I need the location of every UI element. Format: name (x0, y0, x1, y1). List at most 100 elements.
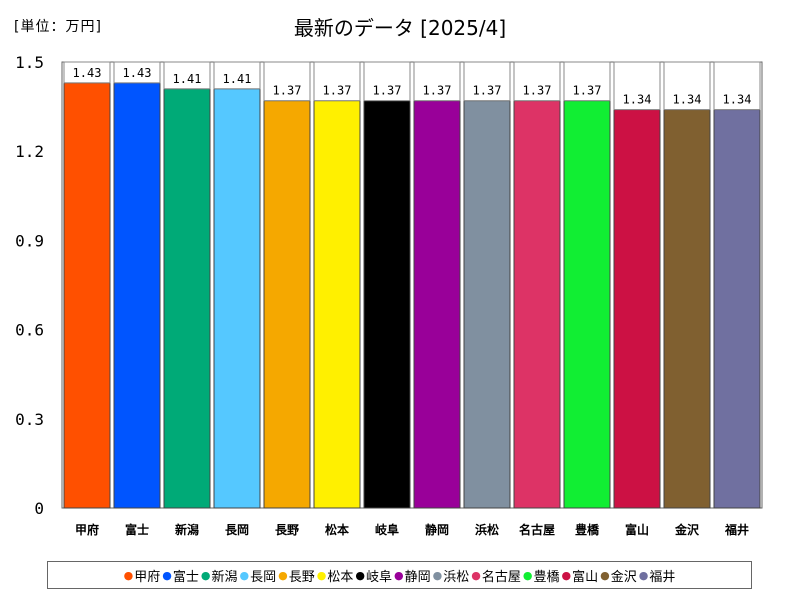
legend-item: ● 静岡 (394, 566, 431, 585)
x-tick-label: 福井 (724, 522, 749, 537)
value-label-box (413, 61, 461, 102)
legend: ● 甲府 ● 富士 ● 新潟 ● 長岡 ● 長野 ● 松本 ● 岐阜 ● 静岡 ● 浜松 ● 名古屋 ● 豊橋 ● 富山 ● 金沢… (47, 561, 752, 589)
legend-item: ● 金沢 (600, 566, 637, 585)
x-tick-label: 富山 (625, 522, 649, 537)
x-tick-label: 新潟 (175, 522, 199, 537)
bar (313, 100, 361, 509)
bar (113, 82, 161, 509)
bar-chart: 0 0.3 0.6 0.9 1.2 1.5 1.43 1.43 1.41 1.41 1.37 1.3… (15, 53, 763, 537)
legend-dot-icon: ● (522, 568, 533, 582)
value-label-box (163, 61, 211, 90)
x-tick-label: 金沢 (674, 522, 700, 537)
legend-item: ● 富山 (562, 566, 599, 585)
legend-label: 浜松 (443, 569, 470, 585)
x-tick-label: 富士 (125, 522, 149, 537)
x-tick-label: 長野 (275, 522, 299, 537)
legend-label: 富士 (172, 569, 199, 585)
legend-dot-icon: ● (162, 568, 172, 582)
legend-item: ● 名古屋 (471, 566, 521, 585)
legend-label: 甲府 (134, 569, 161, 585)
bar (413, 100, 461, 509)
y-tick-label: 1.5 (15, 53, 44, 72)
bar (263, 100, 311, 509)
value-label-box (563, 61, 611, 102)
legend-item: ● 浜松 (433, 566, 470, 585)
value-label-box (663, 61, 711, 111)
value-label: 1.37 (573, 84, 602, 98)
bar (513, 100, 561, 509)
value-label-box (113, 61, 161, 84)
value-label: 1.43 (123, 66, 152, 80)
bar (363, 100, 411, 509)
bar (563, 100, 611, 509)
unit-label: [単位：万円] (14, 19, 102, 35)
chart-title: 最新のデータ [2025/4] (293, 16, 507, 40)
legend-label: 福井 (649, 569, 676, 585)
value-label: 1.37 (423, 84, 452, 98)
plot-area (61, 61, 763, 509)
legend-dot-icon: ● (394, 568, 404, 582)
value-label-box (213, 61, 261, 90)
legend-dot-icon: ● (239, 568, 250, 582)
x-tick-label: 甲府 (75, 522, 99, 537)
bar (463, 100, 511, 509)
value-label-box (263, 61, 311, 102)
value-label-box (313, 61, 361, 102)
bar (163, 88, 211, 509)
legend-item: ● 松本 (317, 566, 354, 585)
legend-dot-icon: ● (278, 568, 288, 582)
value-label: 1.37 (273, 84, 302, 98)
value-label: 1.37 (523, 84, 552, 98)
x-tick-label: 静岡 (425, 522, 449, 537)
legend-dot-icon: ● (638, 568, 649, 582)
bar (213, 88, 261, 509)
legend-label: 新潟 (211, 569, 238, 585)
value-label: 1.41 (173, 72, 202, 86)
legend-label: 金沢 (610, 569, 637, 585)
value-label-box (63, 61, 111, 84)
bar (663, 109, 711, 509)
legend-item: ● 甲府 (124, 566, 161, 585)
legend-dot-icon: ● (561, 568, 572, 582)
y-tick-label: 0.3 (15, 410, 44, 429)
legend-item: ● 長野 (278, 566, 315, 585)
legend-label: 岐阜 (365, 569, 392, 585)
legend-item: ● 富士 (162, 566, 199, 585)
legend-dot-icon: ● (471, 568, 481, 582)
x-tick-label: 浜松 (475, 522, 499, 537)
value-label: 1.34 (723, 93, 752, 107)
legend-dot-icon: ● (600, 568, 610, 582)
legend-item: ● 豊橋 (523, 566, 560, 585)
value-label: 1.37 (373, 84, 402, 98)
value-label-box (613, 61, 661, 111)
bar (63, 82, 111, 509)
bar (613, 109, 661, 509)
legend-label: 豊橋 (533, 569, 560, 585)
value-label-box (513, 61, 561, 102)
y-tick-label: 0.6 (15, 321, 44, 340)
legend-label: 長野 (288, 569, 315, 585)
x-tick-label: 岐阜 (375, 522, 399, 537)
legend-item: ● 岐阜 (355, 566, 392, 585)
value-label: 1.37 (323, 84, 352, 98)
legend-label: 名古屋 (481, 569, 521, 585)
legend-item: ● 福井 (639, 566, 676, 585)
legend-dot-icon: ● (432, 568, 443, 582)
value-label: 1.37 (473, 84, 502, 98)
legend-dot-icon: ● (316, 568, 327, 582)
value-label: 1.34 (623, 93, 652, 107)
value-label: 1.43 (73, 66, 102, 80)
bar (713, 109, 761, 509)
y-tick-label: 1.2 (15, 142, 44, 161)
x-tick-label: 豊橋 (575, 522, 600, 537)
value-label-box (713, 61, 761, 111)
x-tick-label: 名古屋 (519, 522, 555, 537)
legend-label: 松本 (327, 569, 354, 585)
legend-item: ● 新潟 (201, 566, 238, 585)
legend-dot-icon: ● (200, 568, 211, 582)
legend-label: 長岡 (250, 569, 277, 585)
legend-item: ● 長岡 (240, 566, 277, 585)
value-label: 1.41 (223, 72, 252, 86)
value-label: 1.34 (673, 93, 702, 107)
x-tick-label: 長岡 (225, 522, 249, 537)
